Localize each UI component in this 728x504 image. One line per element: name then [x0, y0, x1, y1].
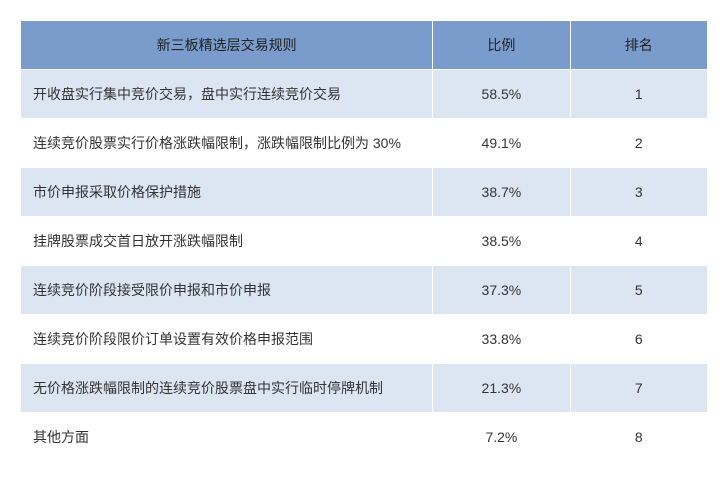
rules-table: 新三板精选层交易规则 比例 排名 开收盘实行集中竞价交易，盘中实行连续竞价交易 … — [20, 20, 708, 462]
cell-rank: 6 — [570, 315, 707, 364]
table-row: 连续竞价阶段接受限价申报和市价申报 37.3% 5 — [21, 266, 708, 315]
cell-rank: 1 — [570, 70, 707, 119]
cell-rule: 其他方面 — [21, 413, 433, 462]
cell-rank: 2 — [570, 119, 707, 168]
header-rule: 新三板精选层交易规则 — [21, 21, 433, 70]
cell-pct: 58.5% — [433, 70, 570, 119]
cell-pct: 37.3% — [433, 266, 570, 315]
cell-rule: 连续竞价阶段接受限价申报和市价申报 — [21, 266, 433, 315]
table-header-row: 新三板精选层交易规则 比例 排名 — [21, 21, 708, 70]
header-rank: 排名 — [570, 21, 707, 70]
table-row: 市价申报采取价格保护措施 38.7% 3 — [21, 168, 708, 217]
cell-rank: 3 — [570, 168, 707, 217]
cell-pct: 7.2% — [433, 413, 570, 462]
table-row: 连续竞价阶段限价订单设置有效价格申报范围 33.8% 6 — [21, 315, 708, 364]
cell-rule: 连续竞价阶段限价订单设置有效价格申报范围 — [21, 315, 433, 364]
cell-pct: 38.7% — [433, 168, 570, 217]
table-row: 无价格涨跌幅限制的连续竞价股票盘中实行临时停牌机制 21.3% 7 — [21, 364, 708, 413]
cell-rank: 8 — [570, 413, 707, 462]
cell-rank: 4 — [570, 217, 707, 266]
table-body: 开收盘实行集中竞价交易，盘中实行连续竞价交易 58.5% 1 连续竞价股票实行价… — [21, 70, 708, 462]
table-row: 挂牌股票成交首日放开涨跌幅限制 38.5% 4 — [21, 217, 708, 266]
table-row: 连续竞价股票实行价格涨跌幅限制，涨跌幅限制比例为 30% 49.1% 2 — [21, 119, 708, 168]
cell-rule: 挂牌股票成交首日放开涨跌幅限制 — [21, 217, 433, 266]
cell-pct: 21.3% — [433, 364, 570, 413]
cell-rule: 开收盘实行集中竞价交易，盘中实行连续竞价交易 — [21, 70, 433, 119]
cell-rule: 无价格涨跌幅限制的连续竞价股票盘中实行临时停牌机制 — [21, 364, 433, 413]
cell-pct: 33.8% — [433, 315, 570, 364]
table-row: 其他方面 7.2% 8 — [21, 413, 708, 462]
cell-pct: 49.1% — [433, 119, 570, 168]
cell-rank: 5 — [570, 266, 707, 315]
table-row: 开收盘实行集中竞价交易，盘中实行连续竞价交易 58.5% 1 — [21, 70, 708, 119]
cell-pct: 38.5% — [433, 217, 570, 266]
cell-rank: 7 — [570, 364, 707, 413]
header-pct: 比例 — [433, 21, 570, 70]
cell-rule: 市价申报采取价格保护措施 — [21, 168, 433, 217]
cell-rule: 连续竞价股票实行价格涨跌幅限制，涨跌幅限制比例为 30% — [21, 119, 433, 168]
